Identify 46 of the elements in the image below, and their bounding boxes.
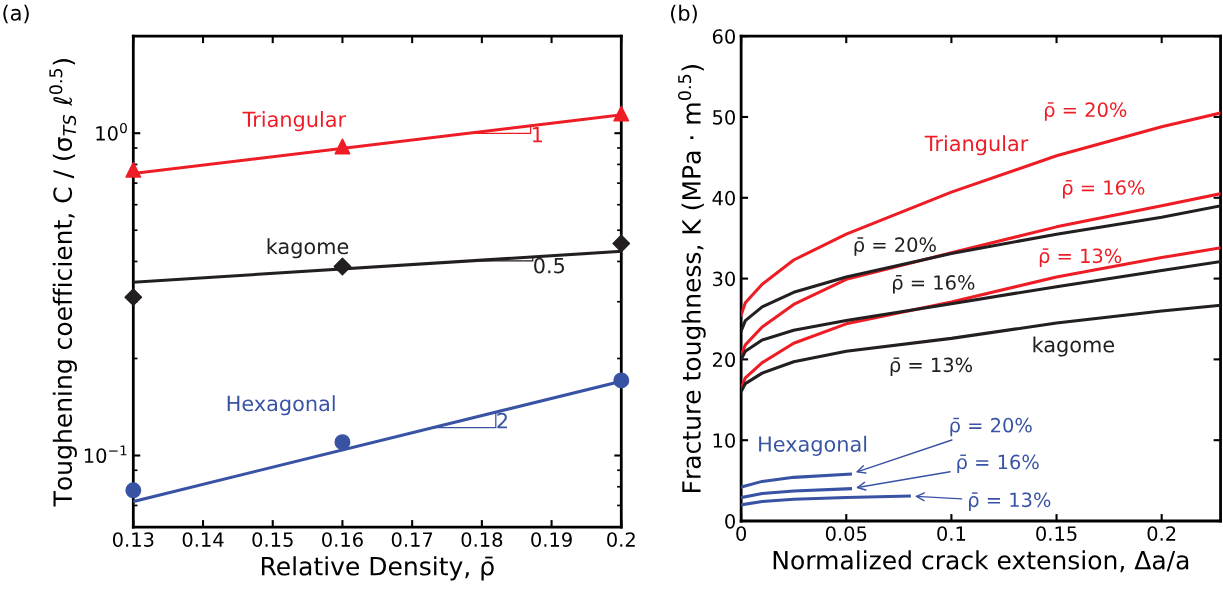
y-tick-label: 20 [712, 352, 735, 368]
x-tick-label: 0.15 [252, 532, 293, 547]
legend-label: ρ̄ = 13% [969, 492, 1051, 511]
x-tick-label: 0 [736, 526, 747, 541]
y-tick-label: 10$^{−1}$ [84, 445, 127, 464]
series-label: ρ̄ = 16% [893, 275, 975, 294]
y-axis-title: Toughening coefficient, C / (σ$_{TS}$ ℓ$^{0.5}$) [49, 59, 77, 507]
series-label: ρ̄ = 16% [1063, 180, 1145, 199]
y-tick-label: 10$^{0}$ [96, 122, 127, 141]
chart-title: (a) [3, 4, 29, 24]
y-axis-title: Fracture toughness, K (MPa · m$^{0.5}$) [677, 65, 706, 493]
series-label: ρ̄ = 20% [854, 237, 936, 256]
y-tick-label: 0 [725, 513, 735, 529]
annotation: Triangular [924, 135, 1029, 156]
annotation: Triangular [242, 111, 347, 132]
x-tick-label: 0.1 [937, 526, 966, 541]
annotation: Hexagonal [759, 435, 867, 456]
annotation: 0.5 [534, 257, 565, 274]
x-tick-label: 0.18 [461, 532, 503, 547]
x-tick-label: 0.19 [531, 532, 572, 547]
x-axis-title: Relative Density, ρ̄ [261, 556, 494, 581]
series-label: ρ̄ = 13% [890, 357, 973, 376]
annotation: Hexagonal [227, 395, 335, 416]
y-tick-label: 40 [712, 190, 735, 206]
x-tick-label: 0.16 [322, 532, 363, 547]
x-axis-title: Normalized crack extension, Δa/a [773, 550, 1189, 573]
annotation: kagome [267, 238, 349, 259]
x-tick-label: 0.13 [112, 532, 154, 547]
series-label: ρ̄ = 13% [1039, 248, 1122, 267]
y-tick-label: 30 [713, 271, 735, 287]
text: ρ̄ = 16% [957, 454, 1039, 474]
annotation: 1 [532, 127, 542, 143]
x-tick-label: 0.15 [1036, 526, 1077, 541]
x-tick-label: 0.05 [825, 526, 867, 541]
x-tick-label: 0.14 [182, 532, 224, 547]
x-tick-label: 0.2 [1147, 526, 1176, 541]
y-tick-label: 50 [713, 109, 735, 125]
annotation: kagome [1033, 336, 1115, 357]
annotation: 2 [497, 412, 507, 429]
text: ρ̄ = 20% [950, 417, 1032, 437]
x-tick-label: 0.2 [607, 532, 635, 547]
chart-title: (b) [671, 4, 697, 24]
y-tick-label: 60 [712, 29, 735, 44]
x-tick-label: 0.17 [391, 532, 433, 547]
series-label: ρ̄ = 20% [1044, 102, 1127, 121]
y-tick-label: 10 [713, 433, 735, 448]
